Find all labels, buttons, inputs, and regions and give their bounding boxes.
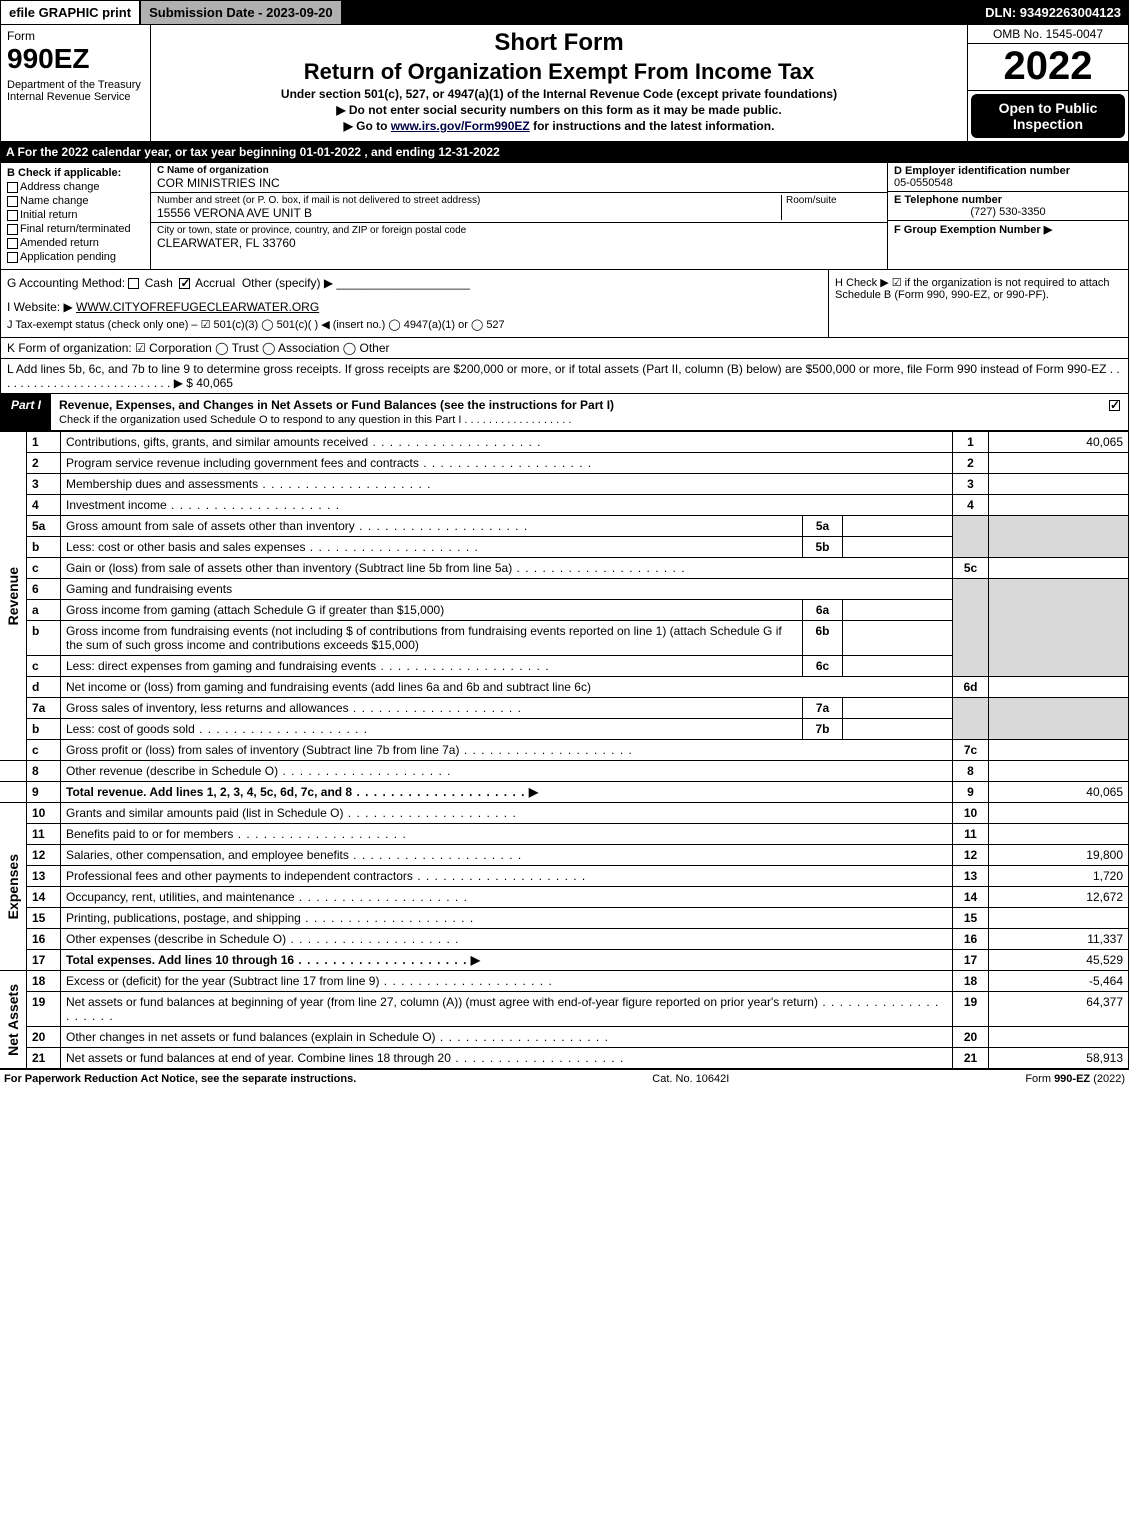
- org-info-block: B Check if applicable: Address change Na…: [0, 162, 1129, 270]
- b-opt-address[interactable]: Address change: [7, 181, 144, 193]
- b-opt-initial[interactable]: Initial return: [7, 209, 144, 221]
- open-to-public: Open to Public Inspection: [971, 94, 1125, 138]
- line-19: 19 Net assets or fund balances at beginn…: [0, 992, 1129, 1027]
- website[interactable]: WWW.CITYOFREFUGECLEARWATER.ORG: [76, 300, 319, 314]
- form-label: Form: [7, 29, 144, 43]
- dln: DLN: 93492263004123: [977, 0, 1129, 25]
- section-c: C Name of organization COR MINISTRIES IN…: [151, 163, 888, 269]
- part-i-header: Part I Revenue, Expenses, and Changes in…: [0, 394, 1129, 431]
- l1-rno: 1: [953, 432, 989, 453]
- line-4: 4 Investment income 4: [0, 495, 1129, 516]
- g-cash-check[interactable]: [128, 278, 139, 289]
- line-9: 9 Total revenue. Add lines 1, 2, 3, 4, 5…: [0, 782, 1129, 803]
- line-17: 17 Total expenses. Add lines 10 through …: [0, 950, 1129, 971]
- line-20: 20 Other changes in net assets or fund b…: [0, 1027, 1129, 1048]
- line-7c: c Gross profit or (loss) from sales of i…: [0, 740, 1129, 761]
- sub3-post: for instructions and the latest informat…: [533, 119, 774, 133]
- row-l: L Add lines 5b, 6c, and 7b to line 9 to …: [0, 359, 1129, 394]
- line-6d: d Net income or (loss) from gaming and f…: [0, 677, 1129, 698]
- tax-year: 2022: [968, 44, 1128, 91]
- netassets-label: Net Assets: [5, 984, 21, 1056]
- line-14: 14 Occupancy, rent, utilities, and maint…: [0, 887, 1129, 908]
- b-opt-final[interactable]: Final return/terminated: [7, 223, 144, 235]
- d-label: D Employer identification number: [894, 165, 1122, 177]
- row-gh: G Accounting Method: Cash Accrual Other …: [0, 270, 1129, 338]
- line-8: 8 Other revenue (describe in Schedule O)…: [0, 761, 1129, 782]
- j-tax-exempt: J Tax-exempt status (check only one) – ☑…: [7, 318, 822, 331]
- line-11: 11 Benefits paid to or for members 11: [0, 824, 1129, 845]
- irs-link[interactable]: www.irs.gov/Form990EZ: [391, 119, 530, 133]
- telephone: (727) 530-3350: [894, 206, 1122, 218]
- expenses-label: Expenses: [5, 854, 21, 919]
- line-15: 15 Printing, publications, postage, and …: [0, 908, 1129, 929]
- subtitle-2: ▶ Do not enter social security numbers o…: [159, 103, 959, 117]
- part-i-tag: Part I: [1, 394, 51, 430]
- f-label: F Group Exemption Number ▶: [894, 224, 1052, 236]
- c-name-label: C Name of organization: [157, 165, 881, 176]
- form-title: Return of Organization Exempt From Incom…: [159, 59, 959, 85]
- row-a-tax-year: A For the 2022 calendar year, or tax yea…: [0, 142, 1129, 162]
- line-3: 3 Membership dues and assessments 3: [0, 474, 1129, 495]
- l1-no: 1: [27, 432, 61, 453]
- b-title: B Check if applicable:: [7, 167, 144, 179]
- line-6: 6 Gaming and fundraising events: [0, 579, 1129, 600]
- footer-center: Cat. No. 10642I: [356, 1073, 1025, 1085]
- line-21: 21 Net assets or fund balances at end of…: [0, 1048, 1129, 1069]
- part-i-check[interactable]: [1109, 400, 1120, 411]
- section-def: D Employer identification number 05-0550…: [888, 163, 1128, 269]
- row-k: K Form of organization: ☑ Corporation ◯ …: [0, 338, 1129, 359]
- c-city-label: City or town, state or province, country…: [157, 225, 881, 236]
- form-number: 990EZ: [7, 43, 144, 75]
- ein: 05-0550548: [894, 177, 1122, 189]
- l1-val: 40,065: [989, 432, 1129, 453]
- g-accrual-check[interactable]: [179, 278, 190, 289]
- i-label: I Website: ▶: [7, 300, 73, 314]
- line-12: 12 Salaries, other compensation, and emp…: [0, 845, 1129, 866]
- section-b: B Check if applicable: Address change Na…: [1, 163, 151, 269]
- c-street-label: Number and street (or P. O. box, if mail…: [157, 195, 781, 206]
- org-name: COR MINISTRIES INC: [157, 176, 881, 190]
- g-accrual: Accrual: [195, 276, 235, 290]
- h-schedule-b: H Check ▶ ☑ if the organization is not r…: [828, 270, 1128, 337]
- line-5a: 5a Gross amount from sale of assets othe…: [0, 516, 1129, 537]
- subtitle-1: Under section 501(c), 527, or 4947(a)(1)…: [159, 87, 959, 101]
- org-street: 15556 VERONA AVE UNIT B: [157, 206, 781, 220]
- subtitle-3: ▶ Go to www.irs.gov/Form990EZ for instru…: [159, 119, 959, 133]
- lines-table: Revenue 1 Contributions, gifts, grants, …: [0, 431, 1129, 1069]
- omb-number: OMB No. 1545-0047: [968, 25, 1128, 44]
- e-label: E Telephone number: [894, 194, 1122, 206]
- line-1: Revenue 1 Contributions, gifts, grants, …: [0, 432, 1129, 453]
- revenue-label: Revenue: [5, 567, 21, 625]
- org-city: CLEARWATER, FL 33760: [157, 236, 881, 250]
- g-cash: Cash: [145, 276, 173, 290]
- line-16: 16 Other expenses (describe in Schedule …: [0, 929, 1129, 950]
- efile-print[interactable]: efile GRAPHIC print: [0, 0, 140, 25]
- page-footer: For Paperwork Reduction Act Notice, see …: [0, 1069, 1129, 1088]
- form-header: Form 990EZ Department of the Treasury In…: [0, 25, 1129, 142]
- l1-desc: Contributions, gifts, grants, and simila…: [66, 435, 542, 449]
- b-opt-name[interactable]: Name change: [7, 195, 144, 207]
- g-label: G Accounting Method:: [7, 276, 125, 290]
- submission-date: Submission Date - 2023-09-20: [140, 0, 342, 25]
- footer-right: Form 990-EZ (2022): [1025, 1073, 1125, 1085]
- department: Department of the Treasury Internal Reve…: [7, 79, 144, 103]
- short-form-title: Short Form: [159, 29, 959, 57]
- line-5c: c Gain or (loss) from sale of assets oth…: [0, 558, 1129, 579]
- line-10: Expenses 10 Grants and similar amounts p…: [0, 803, 1129, 824]
- line-2: 2 Program service revenue including gove…: [0, 453, 1129, 474]
- b-opt-pending[interactable]: Application pending: [7, 251, 144, 263]
- part-i-title: Revenue, Expenses, and Changes in Net As…: [59, 398, 614, 412]
- l-text: L Add lines 5b, 6c, and 7b to line 9 to …: [7, 362, 1120, 390]
- c-room-label: Room/suite: [786, 195, 881, 206]
- line-18: Net Assets 18 Excess or (deficit) for th…: [0, 971, 1129, 992]
- line-7a: 7a Gross sales of inventory, less return…: [0, 698, 1129, 719]
- top-bar: efile GRAPHIC print Submission Date - 20…: [0, 0, 1129, 25]
- part-i-sub: Check if the organization used Schedule …: [59, 414, 571, 426]
- b-opt-amended[interactable]: Amended return: [7, 237, 144, 249]
- l-amount: 40,065: [196, 376, 233, 390]
- line-13: 13 Professional fees and other payments …: [0, 866, 1129, 887]
- footer-left: For Paperwork Reduction Act Notice, see …: [4, 1073, 356, 1085]
- g-other: Other (specify) ▶: [242, 276, 333, 290]
- sub3-pre: ▶ Go to: [344, 119, 391, 133]
